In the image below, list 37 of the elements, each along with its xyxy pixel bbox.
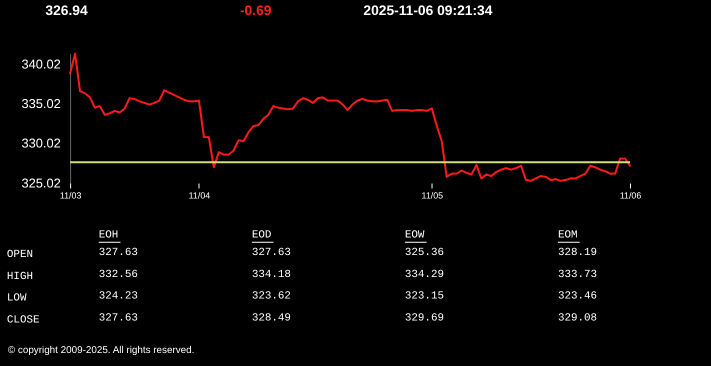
- text: 328.19: [558, 247, 598, 260]
- category-label: LOW: [6, 292, 26, 305]
- text: 2025-11-06 09:21:34: [363, 2, 493, 18]
- y-tick-label: 330.02: [21, 136, 61, 151]
- category-label: EOD: [252, 229, 272, 242]
- x-tick-label: 11/04: [188, 190, 210, 200]
- text: -0.69: [240, 2, 272, 18]
- text: 327.63: [252, 247, 291, 260]
- text: 327.63: [98, 312, 138, 324]
- text: © copyright 2009-2025. All rights reserved.: [8, 344, 194, 356]
- text: 323.15: [404, 290, 444, 303]
- category-label: CLOSE: [6, 314, 40, 326]
- category-label: EOW: [404, 229, 425, 242]
- x-tick-label: 11/06: [620, 190, 642, 200]
- category-label: OPEN: [6, 249, 33, 262]
- text: 334.29: [404, 268, 444, 281]
- category-label: HIGH: [6, 270, 33, 283]
- text: 327.63: [98, 247, 138, 260]
- y-tick-label: 325.02: [21, 175, 61, 190]
- text: 329.69: [404, 312, 444, 324]
- text: 329.08: [558, 312, 598, 324]
- category-label: EOH: [98, 229, 118, 242]
- text: 326.94: [45, 2, 88, 18]
- text: 323.62: [252, 290, 291, 303]
- text: 323.46: [558, 290, 598, 303]
- text: 333.73: [558, 268, 598, 281]
- text: 332.56: [98, 268, 138, 281]
- x-tick-label: 11/03: [60, 190, 82, 200]
- text: 325.36: [404, 247, 444, 260]
- y-tick-label: 340.02: [21, 56, 61, 72]
- text: 328.49: [252, 312, 291, 324]
- text: 334.18: [252, 268, 291, 281]
- line-series: [69, 52, 632, 182]
- category-label: EOM: [558, 229, 578, 242]
- x-tick-label: 11/05: [422, 190, 444, 200]
- text: 324.23: [98, 290, 138, 303]
- y-tick-label: 335.02: [21, 96, 61, 112]
